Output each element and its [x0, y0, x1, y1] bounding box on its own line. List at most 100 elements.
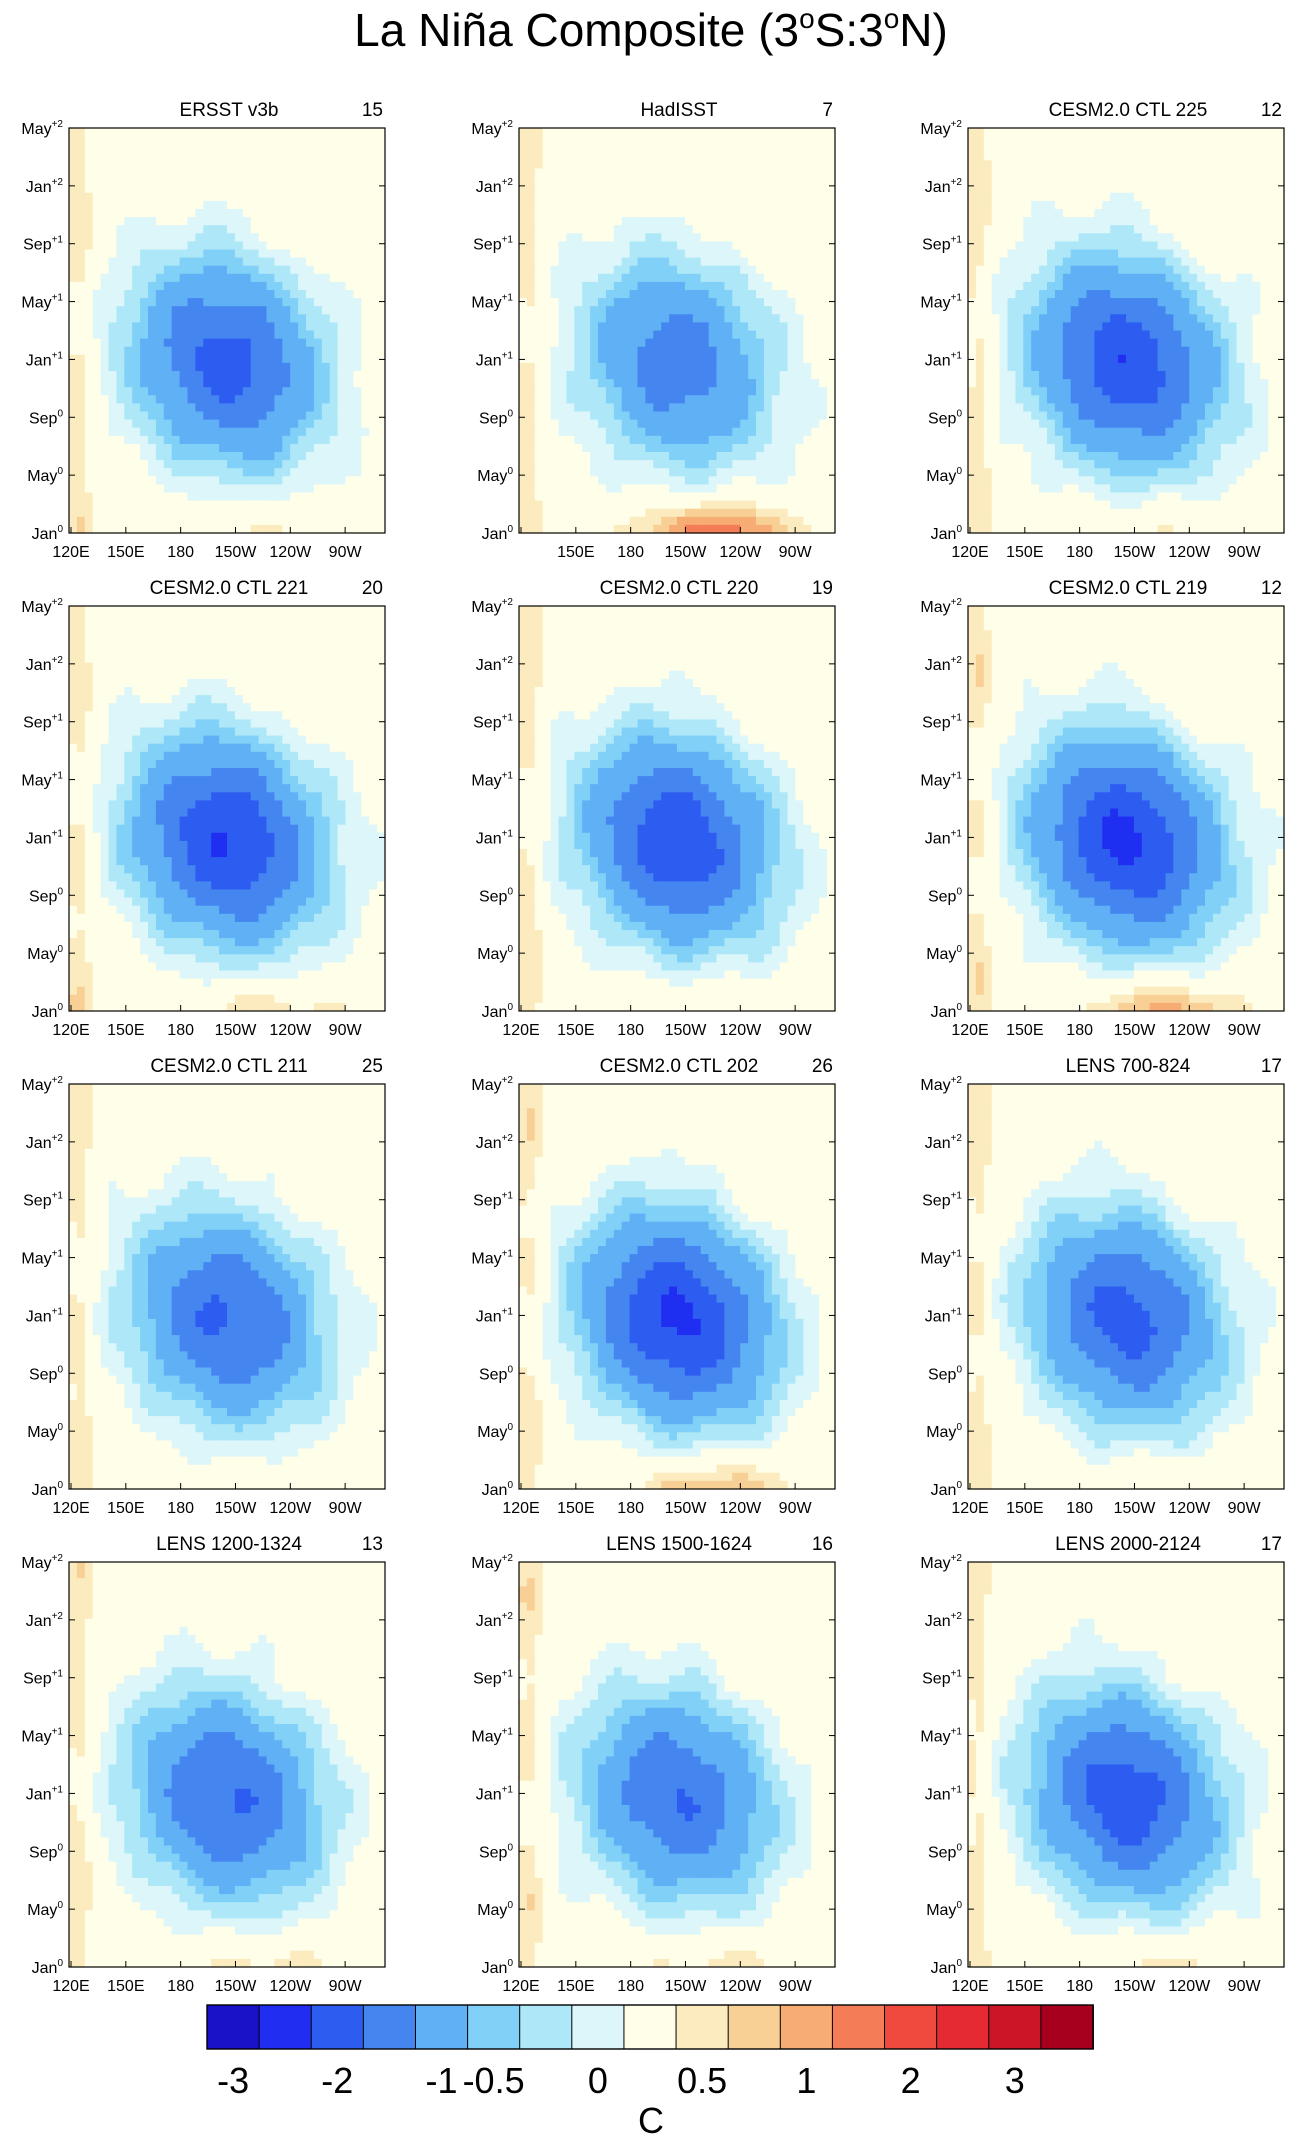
heat-cell [219, 128, 228, 137]
heat-cell [188, 412, 197, 421]
heat-cell [267, 493, 276, 502]
heat-cell [290, 185, 299, 194]
heat-cell [69, 258, 78, 267]
heat-cell [180, 420, 189, 429]
heat-cell [377, 169, 386, 178]
heat-cell [211, 509, 220, 518]
heat-cell [338, 201, 347, 210]
heat-cell [211, 177, 220, 186]
heat-cell [156, 160, 165, 169]
heat-cell [164, 444, 173, 453]
heat-cell [243, 225, 252, 234]
heat-cell [93, 468, 102, 477]
heat-cell [274, 152, 283, 161]
heat-cell [282, 476, 291, 485]
heat-cell [203, 339, 212, 348]
heat-cell [377, 177, 386, 186]
heat-cell [93, 428, 102, 437]
heat-cell [353, 493, 362, 502]
heat-cell [251, 185, 260, 194]
heat-cell [298, 420, 307, 429]
heat-cell [77, 412, 86, 421]
heat-cell [180, 484, 189, 493]
heat-cell [235, 371, 244, 380]
heat-cell [132, 322, 141, 331]
heat-cell [156, 274, 165, 283]
heat-cell [274, 379, 283, 388]
heat-cell [132, 282, 141, 291]
heat-cell [101, 217, 110, 226]
heat-cell [93, 525, 102, 534]
heat-cell [195, 225, 204, 234]
heat-cell [148, 452, 157, 461]
heat-cell [69, 420, 78, 429]
heat-cell [235, 436, 244, 445]
heat-cell [77, 322, 86, 331]
heat-cell [188, 339, 197, 348]
heat-cell [535, 136, 544, 145]
heat-cell [274, 266, 283, 275]
heat-cell [338, 241, 347, 250]
heat-cell [85, 266, 94, 275]
heat-cell [361, 225, 370, 234]
heat-cell [180, 322, 189, 331]
heat-cell [314, 298, 323, 307]
heat-cell [322, 428, 331, 437]
heat-cell [267, 331, 276, 340]
heat-cell [298, 371, 307, 380]
heat-cell [322, 225, 331, 234]
heat-cell [227, 436, 236, 445]
heat-cell [140, 347, 149, 356]
heat-cell [756, 136, 765, 145]
heat-cell [188, 525, 197, 534]
heat-cell [101, 517, 110, 526]
heat-cell [314, 517, 323, 526]
heat-cell [338, 452, 347, 461]
heat-cell [306, 339, 315, 348]
heat-cell [796, 128, 805, 137]
heat-cell [101, 290, 110, 299]
heat-cell [227, 444, 236, 453]
heat-cell [566, 136, 575, 145]
heat-cell [369, 177, 378, 186]
heat-cell [211, 387, 220, 396]
heat-cell [93, 347, 102, 356]
heat-cell [85, 225, 94, 234]
heat-cell [124, 355, 133, 364]
heat-cell [180, 169, 189, 178]
heat-cell [338, 152, 347, 161]
heat-cell [330, 258, 339, 267]
heat-cell [69, 339, 78, 348]
heat-cell [211, 452, 220, 461]
heat-cell [235, 169, 244, 178]
heat-cell [322, 525, 331, 534]
heat-cell [314, 484, 323, 493]
heat-cell [195, 250, 204, 259]
heat-cell [338, 225, 347, 234]
heat-cell [369, 185, 378, 194]
heat-cell [330, 525, 339, 534]
heat-cell [369, 525, 378, 534]
heat-cell [172, 322, 181, 331]
heat-cell [346, 525, 355, 534]
heat-cell [69, 412, 78, 421]
heat-cell [243, 452, 252, 461]
heat-cell [346, 420, 355, 429]
heat-cell [306, 428, 315, 437]
heat-cell [346, 169, 355, 178]
heat-cell [235, 322, 244, 331]
heat-cell [819, 136, 828, 145]
heat-cell [306, 144, 315, 153]
heat-cell [93, 160, 102, 169]
heat-cell [235, 193, 244, 202]
heat-cell [361, 169, 370, 178]
heat-cell [235, 412, 244, 421]
heat-cell [85, 493, 94, 502]
heat-cell [282, 509, 291, 518]
heat-cell [251, 460, 260, 469]
heat-cell [259, 484, 268, 493]
heat-cell [251, 290, 260, 299]
heat-cell [219, 177, 228, 186]
heat-cell [338, 177, 347, 186]
heat-cell [322, 266, 331, 275]
